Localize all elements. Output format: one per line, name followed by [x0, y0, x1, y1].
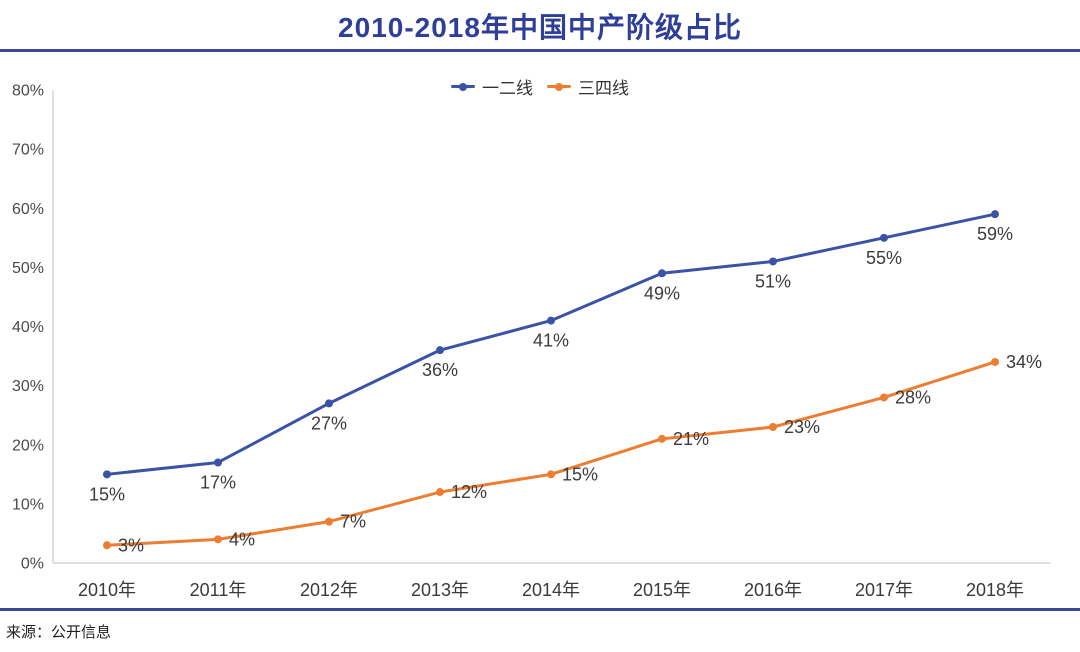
data-point-label: 21% [673, 429, 709, 449]
x-tick-label: 2011年 [190, 580, 247, 600]
line-dot-marker-icon [451, 82, 475, 91]
y-tick-label: 50% [12, 260, 44, 277]
data-point-label: 15% [89, 484, 125, 504]
legend-item-tier-3-4: 三四线 [547, 74, 629, 99]
y-tick-label: 40% [12, 319, 44, 336]
data-point [880, 393, 888, 402]
x-tick-label: 2013年 [411, 580, 469, 600]
data-point [214, 458, 222, 467]
x-tick-label: 2018年 [966, 580, 1024, 600]
x-tick-label: 2015年 [633, 580, 691, 600]
data-point [103, 541, 111, 550]
data-point-label: 51% [755, 271, 791, 291]
data-point [658, 434, 666, 443]
data-point-label: 17% [200, 472, 236, 492]
x-tick-label: 2014年 [522, 580, 580, 600]
legend-label-tier-3-4: 三四线 [578, 79, 629, 98]
data-point-label: 3% [118, 535, 144, 555]
y-tick-label: 60% [12, 201, 44, 218]
data-point-label: 4% [229, 529, 255, 549]
y-tick-label: 30% [12, 378, 44, 395]
chart-title: 2010-2018年中国中产阶级占比 [338, 12, 742, 43]
x-tick-label: 2012年 [300, 580, 358, 600]
top-divider [0, 49, 1080, 52]
data-point [658, 269, 666, 278]
legend-label-tier-1-2: 一二线 [482, 79, 533, 98]
data-point [769, 423, 777, 432]
data-point [547, 316, 555, 325]
y-tick-label: 0% [21, 556, 44, 573]
data-point-label: 23% [784, 417, 820, 437]
data-point [103, 470, 111, 479]
data-point [547, 470, 555, 479]
data-point-label: 41% [533, 331, 569, 351]
x-tick-label: 2010年 [78, 580, 136, 600]
y-tick-label: 20% [12, 437, 44, 454]
data-point [436, 346, 444, 355]
bottom-divider [0, 608, 1080, 611]
data-point-label: 27% [311, 413, 347, 433]
data-point-label: 12% [451, 482, 487, 502]
data-point-label: 49% [644, 283, 680, 303]
y-tick-label: 70% [12, 142, 44, 159]
data-point [325, 399, 333, 408]
data-point [325, 517, 333, 526]
data-point-label: 7% [340, 512, 366, 532]
x-tick-label: 2016年 [744, 580, 802, 600]
data-point-label: 15% [562, 464, 598, 484]
data-point [991, 357, 999, 366]
series-line-三四线 [105, 360, 997, 547]
data-point [991, 210, 999, 219]
data-point-label: 55% [866, 248, 902, 268]
legend-item-tier-1-2: 一二线 [451, 74, 533, 99]
data-point [769, 257, 777, 266]
data-point-label: 59% [977, 224, 1013, 244]
data-point-label: 34% [1006, 352, 1042, 372]
data-point [436, 488, 444, 497]
data-point [214, 535, 222, 544]
y-tick-label: 80% [12, 83, 44, 100]
x-tick-label: 2017年 [855, 580, 913, 600]
line-dot-marker-icon [547, 82, 571, 91]
source-note: 来源：公开信息 [6, 624, 112, 641]
y-tick-label: 10% [12, 496, 44, 513]
chart-legend: 一二线 三四线 [0, 74, 1080, 99]
data-point-label: 28% [895, 387, 931, 407]
data-point [880, 233, 888, 242]
data-point-label: 36% [422, 360, 458, 380]
